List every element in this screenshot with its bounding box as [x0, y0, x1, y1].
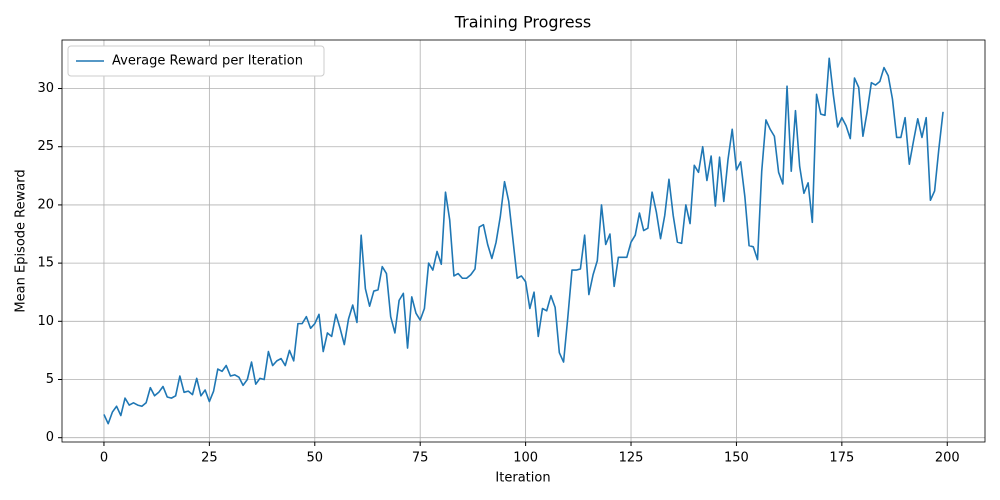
axes-frame: [61, 39, 986, 443]
y-axis-label: Mean Episode Reward: [14, 169, 29, 312]
legend-label: Average Reward per Iteration: [112, 54, 303, 69]
y-tick-label: 15: [37, 256, 54, 271]
y-tick-label: 0: [46, 430, 54, 445]
x-axis-label: Iteration: [495, 471, 550, 486]
x-tick-label: 125: [619, 451, 644, 466]
y-tick-label: 20: [37, 197, 54, 212]
x-tick-label: 75: [412, 451, 429, 466]
x-tick-label: 150: [724, 451, 749, 466]
x-tick-label: 25: [201, 451, 218, 466]
x-tick-label: 175: [829, 451, 854, 466]
x-tick-label: 100: [513, 451, 538, 466]
x-tick-label: 0: [100, 451, 108, 466]
y-tick-label: 5: [46, 372, 54, 387]
x-tick-label: 200: [935, 451, 960, 466]
x-tick-label: 50: [307, 451, 324, 466]
y-tick-label: 30: [37, 81, 54, 96]
y-tick-label: 25: [37, 139, 54, 154]
data-line: [103, 57, 944, 425]
legend-box: [67, 45, 325, 77]
chart-title: Training Progress: [454, 13, 592, 32]
y-tick-label: 10: [37, 314, 54, 329]
